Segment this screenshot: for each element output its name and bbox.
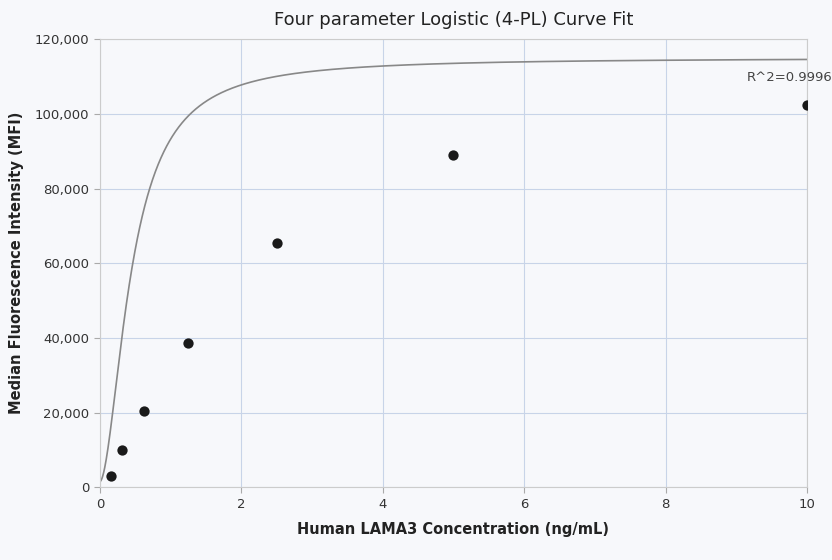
X-axis label: Human LAMA3 Concentration (ng/mL): Human LAMA3 Concentration (ng/mL) — [297, 522, 609, 536]
Text: R^2=0.9996: R^2=0.9996 — [747, 71, 832, 84]
Title: Four parameter Logistic (4-PL) Curve Fit: Four parameter Logistic (4-PL) Curve Fit — [274, 11, 633, 29]
Point — [181, 339, 195, 348]
Y-axis label: Median Fluorescence Intensity (MFI): Median Fluorescence Intensity (MFI) — [8, 112, 23, 414]
Point — [447, 151, 460, 160]
Point — [800, 100, 814, 109]
Point — [104, 472, 117, 480]
Point — [116, 445, 129, 454]
Point — [270, 238, 283, 247]
Point — [137, 406, 151, 415]
